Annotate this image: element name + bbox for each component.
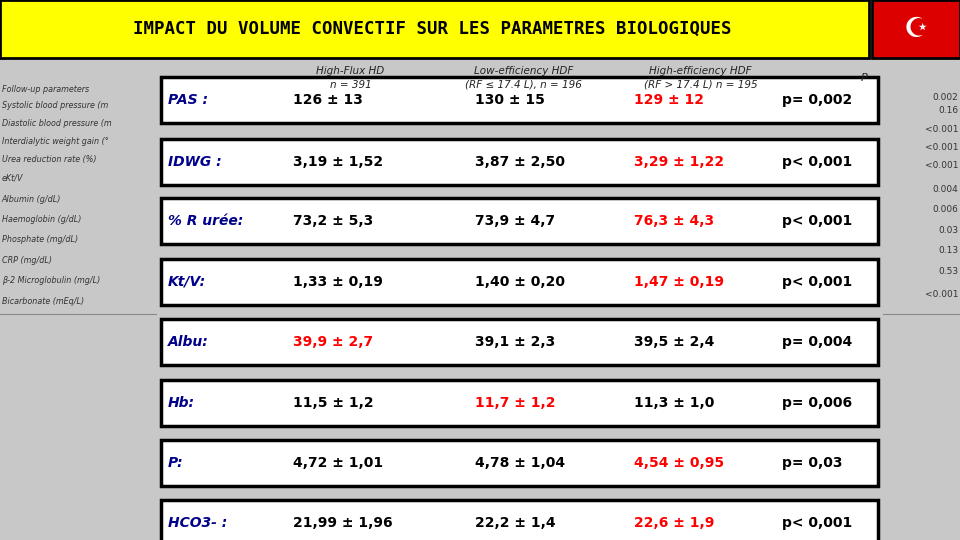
Bar: [872, 0, 960, 58]
Text: 4,72 ± 1,01: 4,72 ± 1,01: [293, 456, 383, 470]
Text: Hb:: Hb:: [168, 396, 195, 410]
Text: Phosphate (mg/dL): Phosphate (mg/dL): [2, 235, 78, 244]
Text: Albumin (g/dL): Albumin (g/dL): [2, 195, 61, 204]
Text: (RF ≤ 17.4 L), n = 196: (RF ≤ 17.4 L), n = 196: [465, 80, 582, 90]
Text: 11,5 ± 1,2: 11,5 ± 1,2: [293, 396, 373, 410]
Text: p< 0,001: p< 0,001: [782, 516, 852, 530]
Text: CRP (mg/dL): CRP (mg/dL): [2, 256, 52, 265]
Text: <0.001: <0.001: [924, 161, 958, 170]
Bar: [161, 139, 878, 185]
Text: IDWG :: IDWG :: [168, 155, 222, 169]
Text: 0.03: 0.03: [938, 226, 958, 234]
Text: Haemoglobin (g/dL): Haemoglobin (g/dL): [2, 215, 82, 224]
Text: <0.001: <0.001: [924, 290, 958, 299]
Text: 73,9 ± 4,7: 73,9 ± 4,7: [475, 214, 555, 228]
Text: % R urée:: % R urée:: [168, 214, 243, 228]
Text: p< 0,001: p< 0,001: [782, 275, 852, 289]
Text: 0.13: 0.13: [938, 246, 958, 255]
Text: 3,29 ± 1,22: 3,29 ± 1,22: [634, 155, 724, 169]
Text: P: P: [860, 73, 868, 83]
Text: 0.002: 0.002: [932, 93, 958, 102]
Text: 21,99 ± 1,96: 21,99 ± 1,96: [293, 516, 393, 530]
Text: Follow-up parameters: Follow-up parameters: [2, 85, 89, 93]
Bar: [161, 380, 878, 426]
Text: 4,78 ± 1,04: 4,78 ± 1,04: [475, 456, 565, 470]
Text: β-2 Microglobulin (mg/L): β-2 Microglobulin (mg/L): [2, 276, 100, 285]
Text: <0.001: <0.001: [924, 144, 958, 152]
Text: 1,40 ± 0,20: 1,40 ± 0,20: [475, 275, 565, 289]
Text: PAS :: PAS :: [168, 93, 208, 107]
Bar: [161, 319, 878, 365]
Text: 0.006: 0.006: [932, 205, 958, 214]
Bar: [161, 259, 878, 305]
Text: 4,54 ± 0,95: 4,54 ± 0,95: [634, 456, 724, 470]
Text: Low-efficiency HDF: Low-efficiency HDF: [473, 66, 573, 76]
Text: 22,6 ± 1,9: 22,6 ± 1,9: [634, 516, 714, 530]
Text: 11,7 ± 1,2: 11,7 ± 1,2: [475, 396, 556, 410]
Bar: [0, 0, 869, 58]
Text: p= 0,006: p= 0,006: [782, 396, 852, 410]
Text: P:: P:: [168, 456, 183, 470]
Text: p= 0,03: p= 0,03: [782, 456, 843, 470]
Text: n = 391: n = 391: [329, 80, 372, 90]
Bar: [161, 77, 878, 123]
Text: 0.16: 0.16: [938, 106, 958, 115]
Text: p< 0,001: p< 0,001: [782, 155, 852, 169]
Text: 39,5 ± 2,4: 39,5 ± 2,4: [634, 335, 714, 349]
Text: 130 ± 15: 130 ± 15: [475, 93, 545, 107]
Text: 1,33 ± 0,19: 1,33 ± 0,19: [293, 275, 383, 289]
Text: p= 0,004: p= 0,004: [782, 335, 852, 349]
Text: 0.004: 0.004: [932, 185, 958, 194]
Text: High-efficiency HDF: High-efficiency HDF: [650, 66, 752, 76]
Text: 39,9 ± 2,7: 39,9 ± 2,7: [293, 335, 372, 349]
Text: 129 ± 12: 129 ± 12: [634, 93, 704, 107]
Text: 3,87 ± 2,50: 3,87 ± 2,50: [475, 155, 565, 169]
Text: 3,19 ± 1,52: 3,19 ± 1,52: [293, 155, 383, 169]
Text: (RF > 17.4 L) n = 195: (RF > 17.4 L) n = 195: [644, 80, 757, 90]
Text: 1,47 ± 0,19: 1,47 ± 0,19: [634, 275, 724, 289]
Text: Diastolic blood pressure (m: Diastolic blood pressure (m: [2, 119, 111, 127]
Text: Urea reduction rate (%): Urea reduction rate (%): [2, 155, 96, 164]
Text: 22,2 ± 1,4: 22,2 ± 1,4: [475, 516, 556, 530]
Text: Bicarbonate (mEq/L): Bicarbonate (mEq/L): [2, 297, 84, 306]
Text: p= 0,002: p= 0,002: [782, 93, 852, 107]
Bar: [161, 440, 878, 486]
Text: ☪: ☪: [903, 15, 928, 43]
Text: High-Flux HD: High-Flux HD: [316, 66, 385, 76]
Text: Interdialytic weight gain (°: Interdialytic weight gain (°: [2, 137, 108, 146]
Text: 0.53: 0.53: [938, 267, 958, 275]
Text: Kt/V:: Kt/V:: [168, 275, 206, 289]
Text: 126 ± 13: 126 ± 13: [293, 93, 363, 107]
Text: IMPACT DU VOLUME CONVECTIF SUR LES PARAMETRES BIOLOGIQUES: IMPACT DU VOLUME CONVECTIF SUR LES PARAM…: [132, 20, 732, 38]
Bar: [161, 500, 878, 540]
Text: p< 0,001: p< 0,001: [782, 214, 852, 228]
Text: eKt/V: eKt/V: [2, 174, 23, 183]
Text: 39,1 ± 2,3: 39,1 ± 2,3: [475, 335, 556, 349]
Text: HCO3- :: HCO3- :: [168, 516, 228, 530]
Text: 76,3 ± 4,3: 76,3 ± 4,3: [634, 214, 713, 228]
Text: Systolic blood pressure (m: Systolic blood pressure (m: [2, 101, 108, 110]
Text: <0.001: <0.001: [924, 125, 958, 134]
Text: 73,2 ± 5,3: 73,2 ± 5,3: [293, 214, 373, 228]
Bar: [161, 199, 878, 244]
Text: Albu:: Albu:: [168, 335, 208, 349]
Text: 11,3 ± 1,0: 11,3 ± 1,0: [634, 396, 714, 410]
